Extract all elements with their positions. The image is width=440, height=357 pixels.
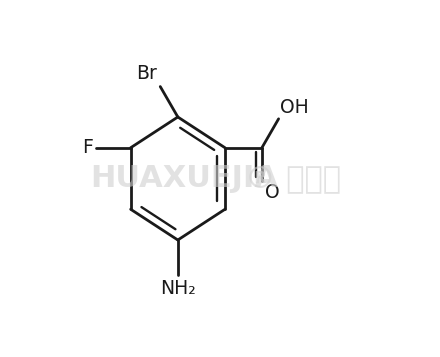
Text: Br: Br <box>136 64 157 83</box>
Text: F: F <box>82 138 93 157</box>
Text: ® 化学加: ® 化学加 <box>245 164 341 193</box>
Text: NH₂: NH₂ <box>160 280 196 298</box>
Text: OH: OH <box>280 98 309 117</box>
Text: HUAXUEJIA: HUAXUEJIA <box>90 164 278 193</box>
Text: O: O <box>265 183 279 202</box>
